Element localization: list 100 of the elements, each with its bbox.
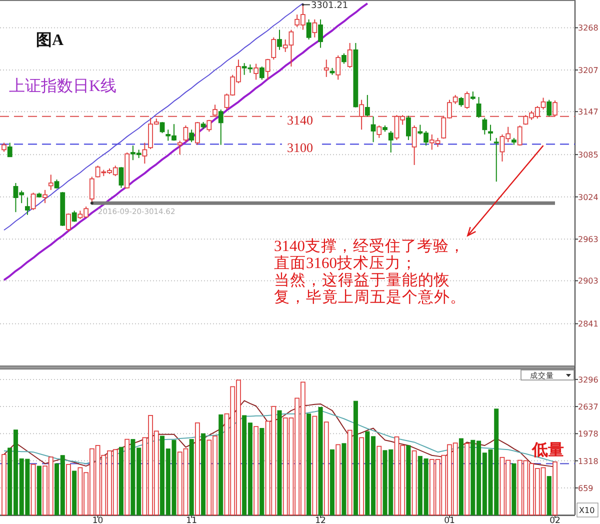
ref-line-label: 3140: [287, 112, 313, 128]
bar: [376, 446, 382, 516]
candlestick: [271, 36, 276, 60]
candlestick: [324, 59, 329, 78]
candlestick: [118, 166, 124, 188]
candlestick: [42, 189, 48, 204]
bar: [342, 443, 346, 516]
bar: [72, 470, 77, 516]
bar: [218, 414, 224, 516]
bar: [36, 466, 42, 516]
candlestick: [66, 213, 71, 232]
bar: [118, 446, 124, 516]
bar: [277, 410, 282, 516]
candlestick: [72, 210, 77, 222]
annotation: 低量: [531, 441, 564, 459]
bar: [306, 414, 312, 516]
candlestick: [212, 104, 218, 116]
bar: [546, 476, 552, 516]
bar: [458, 438, 464, 516]
candlestick: [24, 197, 30, 216]
candlestick: [476, 96, 482, 118]
candlestick: [388, 130, 394, 153]
candlestick: [376, 124, 382, 138]
candlestick: [194, 122, 200, 146]
x-tick-label: 10: [92, 516, 104, 524]
bar: [318, 407, 323, 516]
bar: [330, 449, 335, 516]
candlestick: [160, 122, 165, 134]
x-tick-label: 02: [550, 516, 560, 524]
candlestick: [359, 99, 364, 130]
candlestick: [218, 109, 224, 146]
y-tick-label: 1978: [578, 430, 598, 439]
x-tick-label: 01: [444, 516, 455, 524]
bar: [353, 400, 358, 516]
y-tick-label: 2963: [578, 235, 598, 244]
bar: [324, 422, 329, 516]
y-axis-title: X10: [579, 506, 595, 515]
bar: [2, 454, 6, 516]
candlestick: [364, 94, 370, 117]
candlestick: [142, 142, 148, 164]
x-tick-label: 12: [315, 516, 326, 524]
candlestick: [552, 100, 558, 117]
candlestick: [488, 124, 493, 142]
y-tick-label: 2903: [578, 276, 598, 286]
annotation: 3140支撑，经受住了考验，直面3160技术压力；: [274, 238, 466, 272]
candlestick: [318, 18, 323, 48]
candlestick: [189, 129, 194, 143]
candlestick: [306, 18, 312, 40]
annotation: 3301.21: [310, 1, 348, 12]
candlestick: [482, 117, 488, 135]
candlestick: [7, 142, 12, 158]
candlestick: [336, 54, 341, 80]
candlestick: [517, 124, 522, 146]
candlestick: [265, 58, 270, 80]
y-tick-label: 3147: [578, 108, 598, 117]
bar: [412, 450, 417, 516]
bar: [66, 464, 71, 516]
bar: [359, 437, 364, 516]
bar: [260, 428, 264, 516]
candlestick: [412, 124, 417, 166]
bar: [406, 445, 411, 516]
annotation: 当然，这得益于量能的恢复，毕竟上周五是个意外。: [274, 272, 467, 306]
y-tick-label: 1318: [578, 456, 598, 466]
candlestick: [342, 52, 346, 64]
bar: [201, 433, 206, 516]
candlestick: [183, 124, 188, 143]
y-tick-label: 2841: [578, 320, 598, 329]
candlestick: [312, 18, 318, 38]
y-tick-label: 3296: [578, 375, 598, 384]
bar: [312, 416, 318, 516]
bar: [336, 444, 341, 516]
candlestick: [277, 29, 282, 50]
candlestick: [2, 142, 6, 152]
candlestick: [494, 137, 499, 182]
bar: [189, 439, 194, 516]
candlestick: [546, 99, 552, 117]
y-tick-label: 3024: [578, 192, 598, 202]
bar: [347, 430, 352, 516]
bar: [124, 438, 130, 516]
y-tick-label: 3085: [578, 150, 598, 160]
candlestick: [458, 96, 464, 108]
text: 上证指数日K线: [9, 77, 117, 95]
bar: [194, 422, 200, 516]
candlestick: [254, 63, 259, 80]
y-tick-label: 3207: [578, 66, 598, 76]
candlestick: [89, 176, 94, 204]
y-tick-label: 2637: [578, 402, 598, 412]
candlestick: [48, 174, 54, 190]
y-tick-label: 659: [578, 484, 594, 493]
candlestick: [177, 140, 182, 156]
text: 图A: [36, 32, 64, 49]
bar: [464, 442, 470, 516]
candlestick: [30, 192, 36, 211]
candlestick: [464, 91, 470, 110]
candlestick: [370, 116, 376, 143]
ref-line-label: 3100: [287, 140, 313, 156]
bar: [512, 463, 516, 516]
bar: [254, 426, 259, 516]
bar: [30, 464, 36, 516]
candlestick: [259, 66, 264, 80]
